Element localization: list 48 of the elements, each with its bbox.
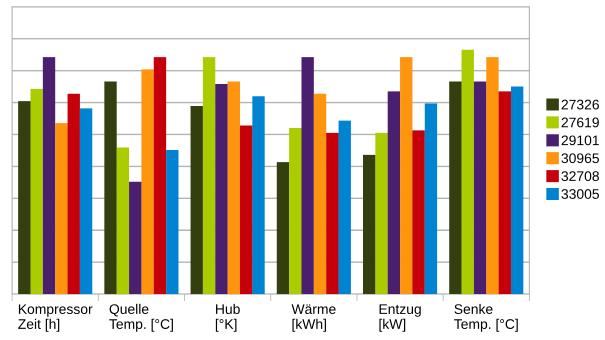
bar: [202, 57, 216, 294]
bar: [80, 108, 92, 294]
x-tick-label: Wärme [kWh]: [292, 304, 336, 332]
bar: [301, 57, 314, 294]
bar: [362, 154, 376, 294]
legend-label: 27619: [562, 118, 599, 128]
bar: [412, 130, 425, 294]
bar: [104, 82, 117, 294]
bar: [141, 69, 154, 294]
x-tick-label: Kompressor Zeit [h]: [18, 304, 92, 332]
legend-label: 27326: [562, 100, 599, 110]
legend-label: 29101: [562, 135, 599, 146]
bar: [68, 94, 80, 294]
legend-label: 33005: [561, 189, 599, 199]
bar: [424, 104, 438, 294]
bar: [498, 91, 511, 294]
bar: [474, 82, 486, 294]
bar: [449, 82, 462, 294]
legend-label: 32708: [561, 171, 599, 182]
bar: [116, 148, 130, 294]
bar: [129, 182, 142, 294]
bar: [30, 88, 43, 294]
bar: [190, 106, 203, 294]
x-tick-label: Quelle Temp. [°C]: [109, 304, 173, 332]
bar: [166, 150, 178, 294]
bar: [314, 94, 326, 294]
bar: [510, 86, 524, 294]
x-tick-label: Entzug [kW]: [379, 304, 421, 332]
bar: [228, 82, 240, 294]
bar: [215, 84, 228, 294]
bar: [18, 101, 30, 294]
bar: [388, 91, 400, 294]
x-tick-label: Hub [°K]: [216, 304, 240, 332]
bar: [326, 132, 339, 294]
x-tick-label: Senke Temp. [°C]: [454, 304, 518, 332]
bar: [154, 57, 166, 294]
bar: [276, 162, 290, 294]
bar: [252, 96, 265, 294]
bar: [462, 50, 474, 294]
bar: [42, 57, 56, 294]
bar: [486, 57, 499, 294]
bar: [338, 120, 351, 294]
bar: [400, 57, 412, 294]
legend-label: 30965: [561, 153, 599, 164]
bar: [375, 132, 388, 294]
bar: [55, 123, 68, 294]
bar: [289, 128, 302, 294]
bar: [240, 126, 252, 294]
